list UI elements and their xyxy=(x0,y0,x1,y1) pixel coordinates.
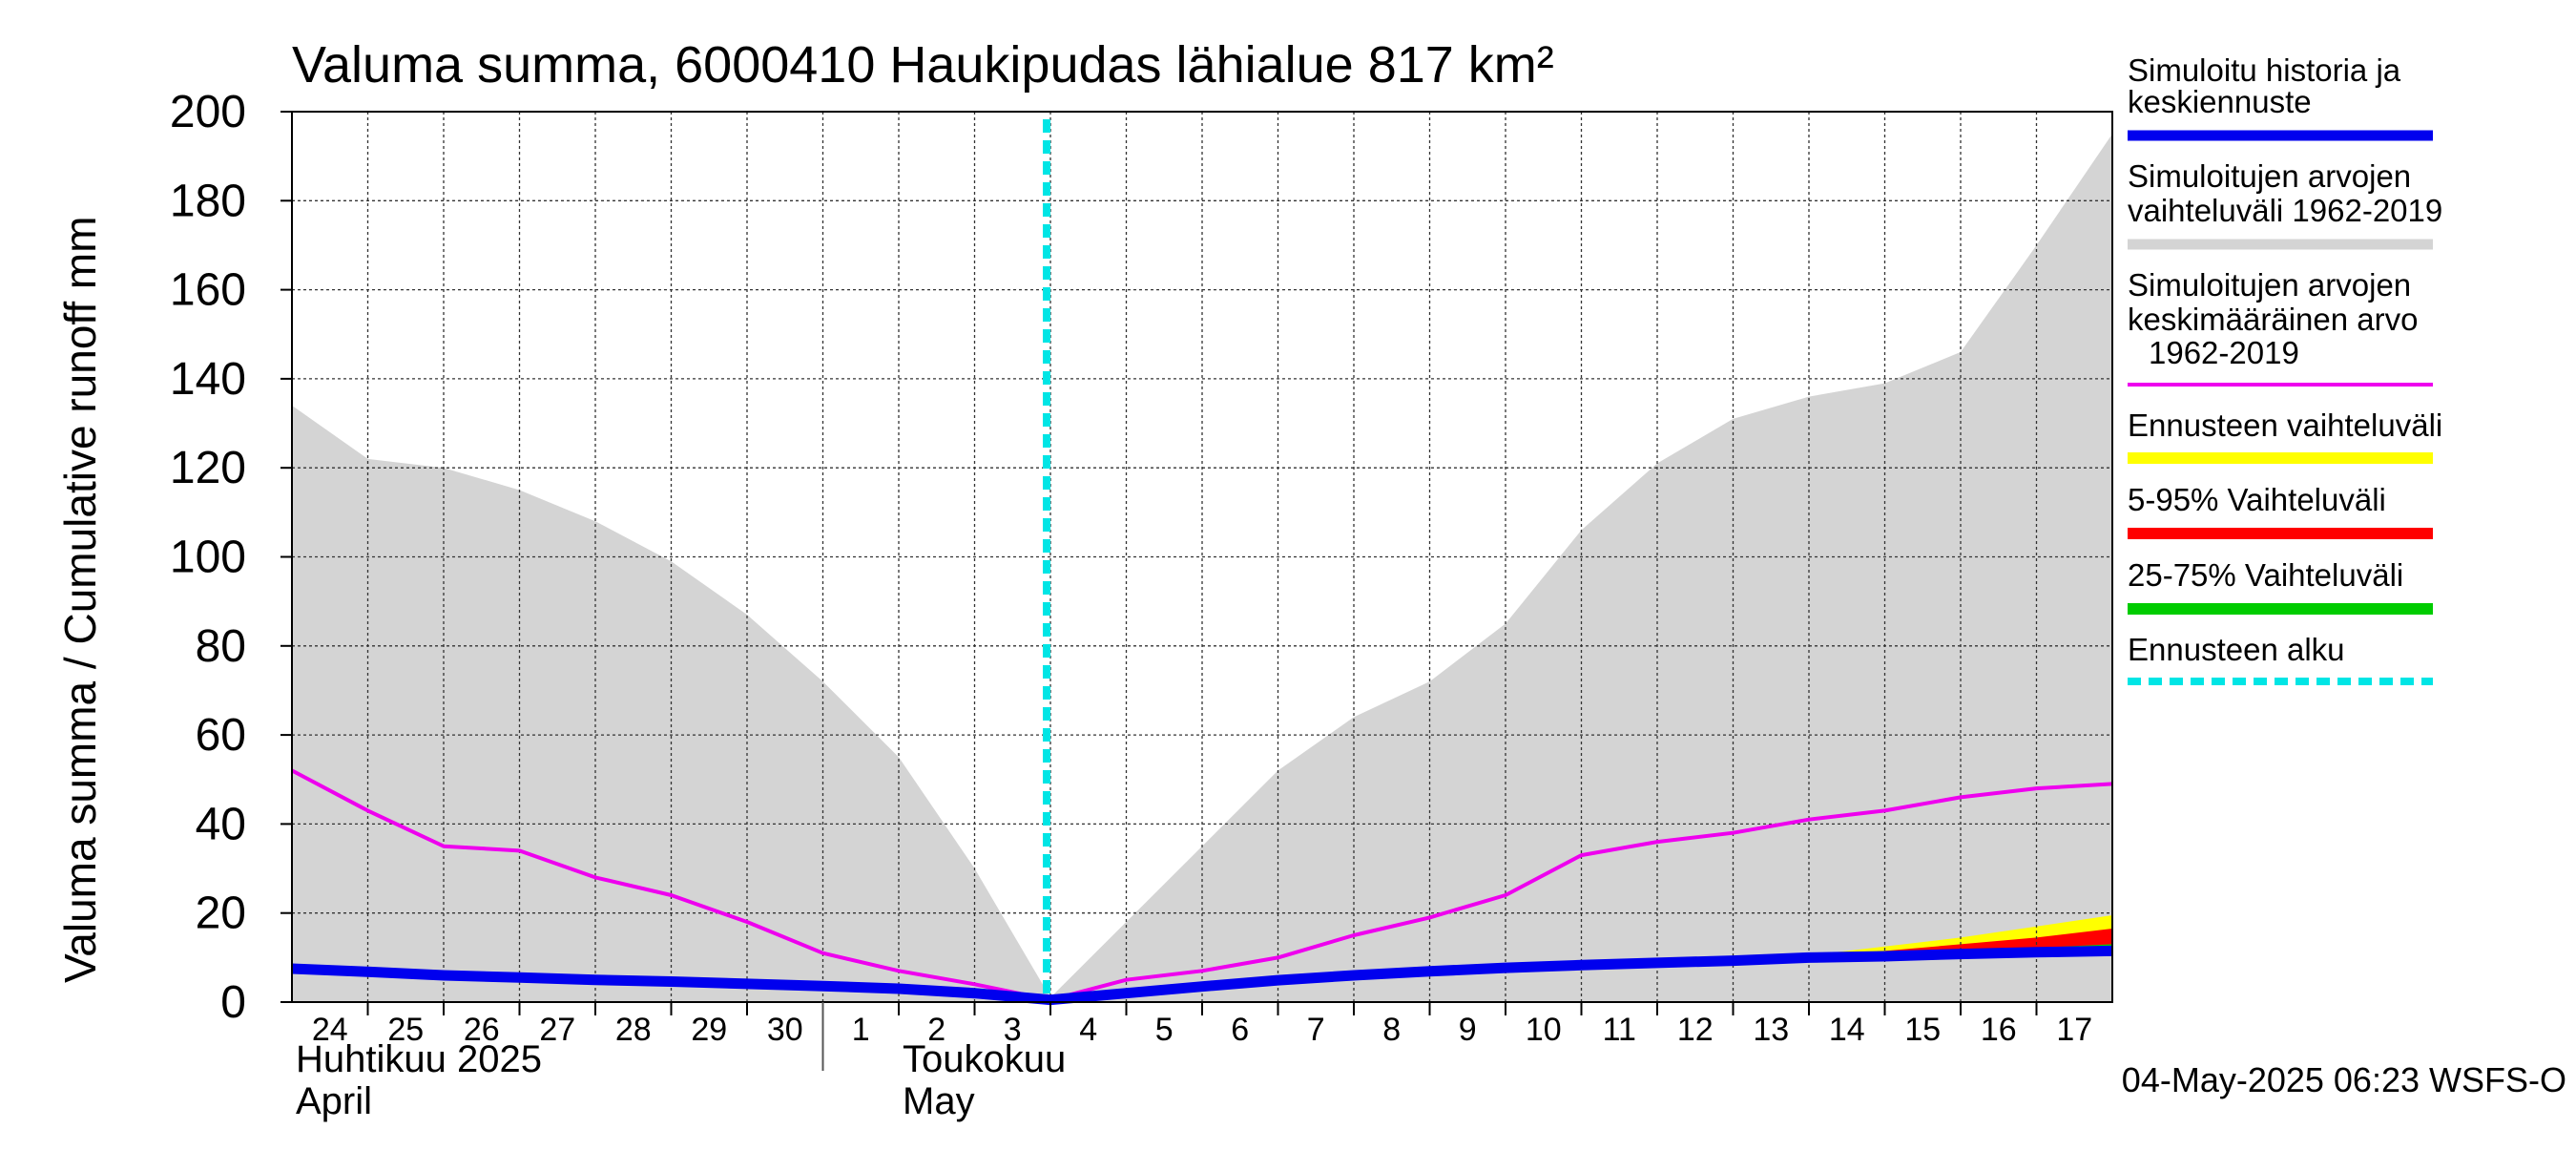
x-day-label: 25 xyxy=(387,1012,424,1048)
x-month-sublabel: May xyxy=(903,1080,975,1122)
x-day-label: 13 xyxy=(1753,1012,1789,1048)
x-day-label: 12 xyxy=(1677,1012,1714,1048)
x-day-label: 24 xyxy=(312,1012,348,1048)
legend-label-25-75: 25-75% Vaihteluväli xyxy=(2128,557,2403,593)
x-month-sublabel: April xyxy=(296,1080,372,1122)
y-tick-label: 200 xyxy=(170,87,246,137)
legend-label-mean-line1: Simuloitujen arvojen xyxy=(2128,267,2411,303)
x-day-label: 15 xyxy=(1904,1012,1941,1048)
line-series-2 xyxy=(291,945,2113,1006)
y-tick-label: 20 xyxy=(196,889,246,939)
x-day-label: 11 xyxy=(1603,1012,1636,1048)
y-tick-label: 0 xyxy=(220,977,246,1028)
legend-label-history-line2: keskiennuste xyxy=(2128,84,2312,119)
legend-label-mean-line3: 1962-2019 xyxy=(2149,335,2299,370)
y-tick-label: 160 xyxy=(170,265,246,316)
legend-label-range-line1: Simuloitujen arvojen xyxy=(2128,158,2411,194)
legend: Simuloitu historia ja keskiennuste Simul… xyxy=(2128,52,2442,685)
x-day-label: 14 xyxy=(1829,1012,1865,1048)
y-tick-label: 140 xyxy=(170,354,246,405)
lines-layer xyxy=(291,119,2113,1006)
x-day-label: 8 xyxy=(1382,1012,1401,1048)
y-tick-label: 180 xyxy=(170,176,246,226)
legend-label-forecast-start: Ennusteen alku xyxy=(2128,632,2345,667)
legend-label-forecast-range: Ennusteen vaihteluväli xyxy=(2128,408,2442,443)
line-series-1 xyxy=(291,768,2113,1002)
x-day-label: 9 xyxy=(1459,1012,1477,1048)
x-day-label: 10 xyxy=(1526,1012,1562,1048)
y-axis-label: Valuma summa / Cumulative runoff mm xyxy=(55,216,105,983)
legend-label-mean-line2: keskimääräinen arvo xyxy=(2128,302,2418,337)
grid-layer xyxy=(292,112,2112,1002)
y-tick-label: 100 xyxy=(170,533,246,583)
x-day-label: 16 xyxy=(1981,1012,2017,1048)
x-day-label: 5 xyxy=(1155,1012,1174,1048)
y-tick-label: 120 xyxy=(170,443,246,493)
x-day-label: 4 xyxy=(1079,1012,1097,1048)
x-day-label: 26 xyxy=(464,1012,500,1048)
y-tick-label: 80 xyxy=(196,621,246,672)
x-day-label: 28 xyxy=(615,1012,652,1048)
x-day-label: 27 xyxy=(539,1012,575,1048)
x-day-label: 29 xyxy=(691,1012,727,1048)
x-month-label: Huhtikuu 2025 xyxy=(296,1038,542,1080)
chart-title: Valuma summa, 6000410 Haukipudas lähialu… xyxy=(292,36,1554,94)
x-day-label: 17 xyxy=(2056,1012,2092,1048)
x-day-label: 30 xyxy=(767,1012,803,1048)
legend-label-range-line2: vaihteluväli 1962-2019 xyxy=(2128,193,2442,228)
x-day-label: 6 xyxy=(1231,1012,1249,1048)
timestamp: 04-May-2025 06:23 WSFS-O xyxy=(2122,1060,2566,1099)
y-tick-label: 40 xyxy=(196,799,246,849)
band-series-1 xyxy=(292,134,2112,1003)
x-day-label: 7 xyxy=(1307,1012,1325,1048)
x-axis: 24 25 26 27 28 29 30 1 2 3 4 5 6 7 8 9 10 11 12 13 14 15 16 17H… xyxy=(296,1002,2092,1122)
x-day-label: 1 xyxy=(852,1012,870,1048)
x-month-label: Toukokuu xyxy=(903,1038,1066,1080)
legend-label-5-95: 5-95% Vaihteluväli xyxy=(2128,482,2386,517)
x-day-label: 3 xyxy=(1004,1012,1022,1048)
x-day-label: 2 xyxy=(927,1012,945,1048)
y-axis: 0 20 40 60 80 100 120 140 160 180 200 xyxy=(170,87,292,1028)
y-tick-label: 60 xyxy=(196,710,246,761)
legend-label-history-line1: Simuloitu historia ja xyxy=(2128,52,2401,88)
